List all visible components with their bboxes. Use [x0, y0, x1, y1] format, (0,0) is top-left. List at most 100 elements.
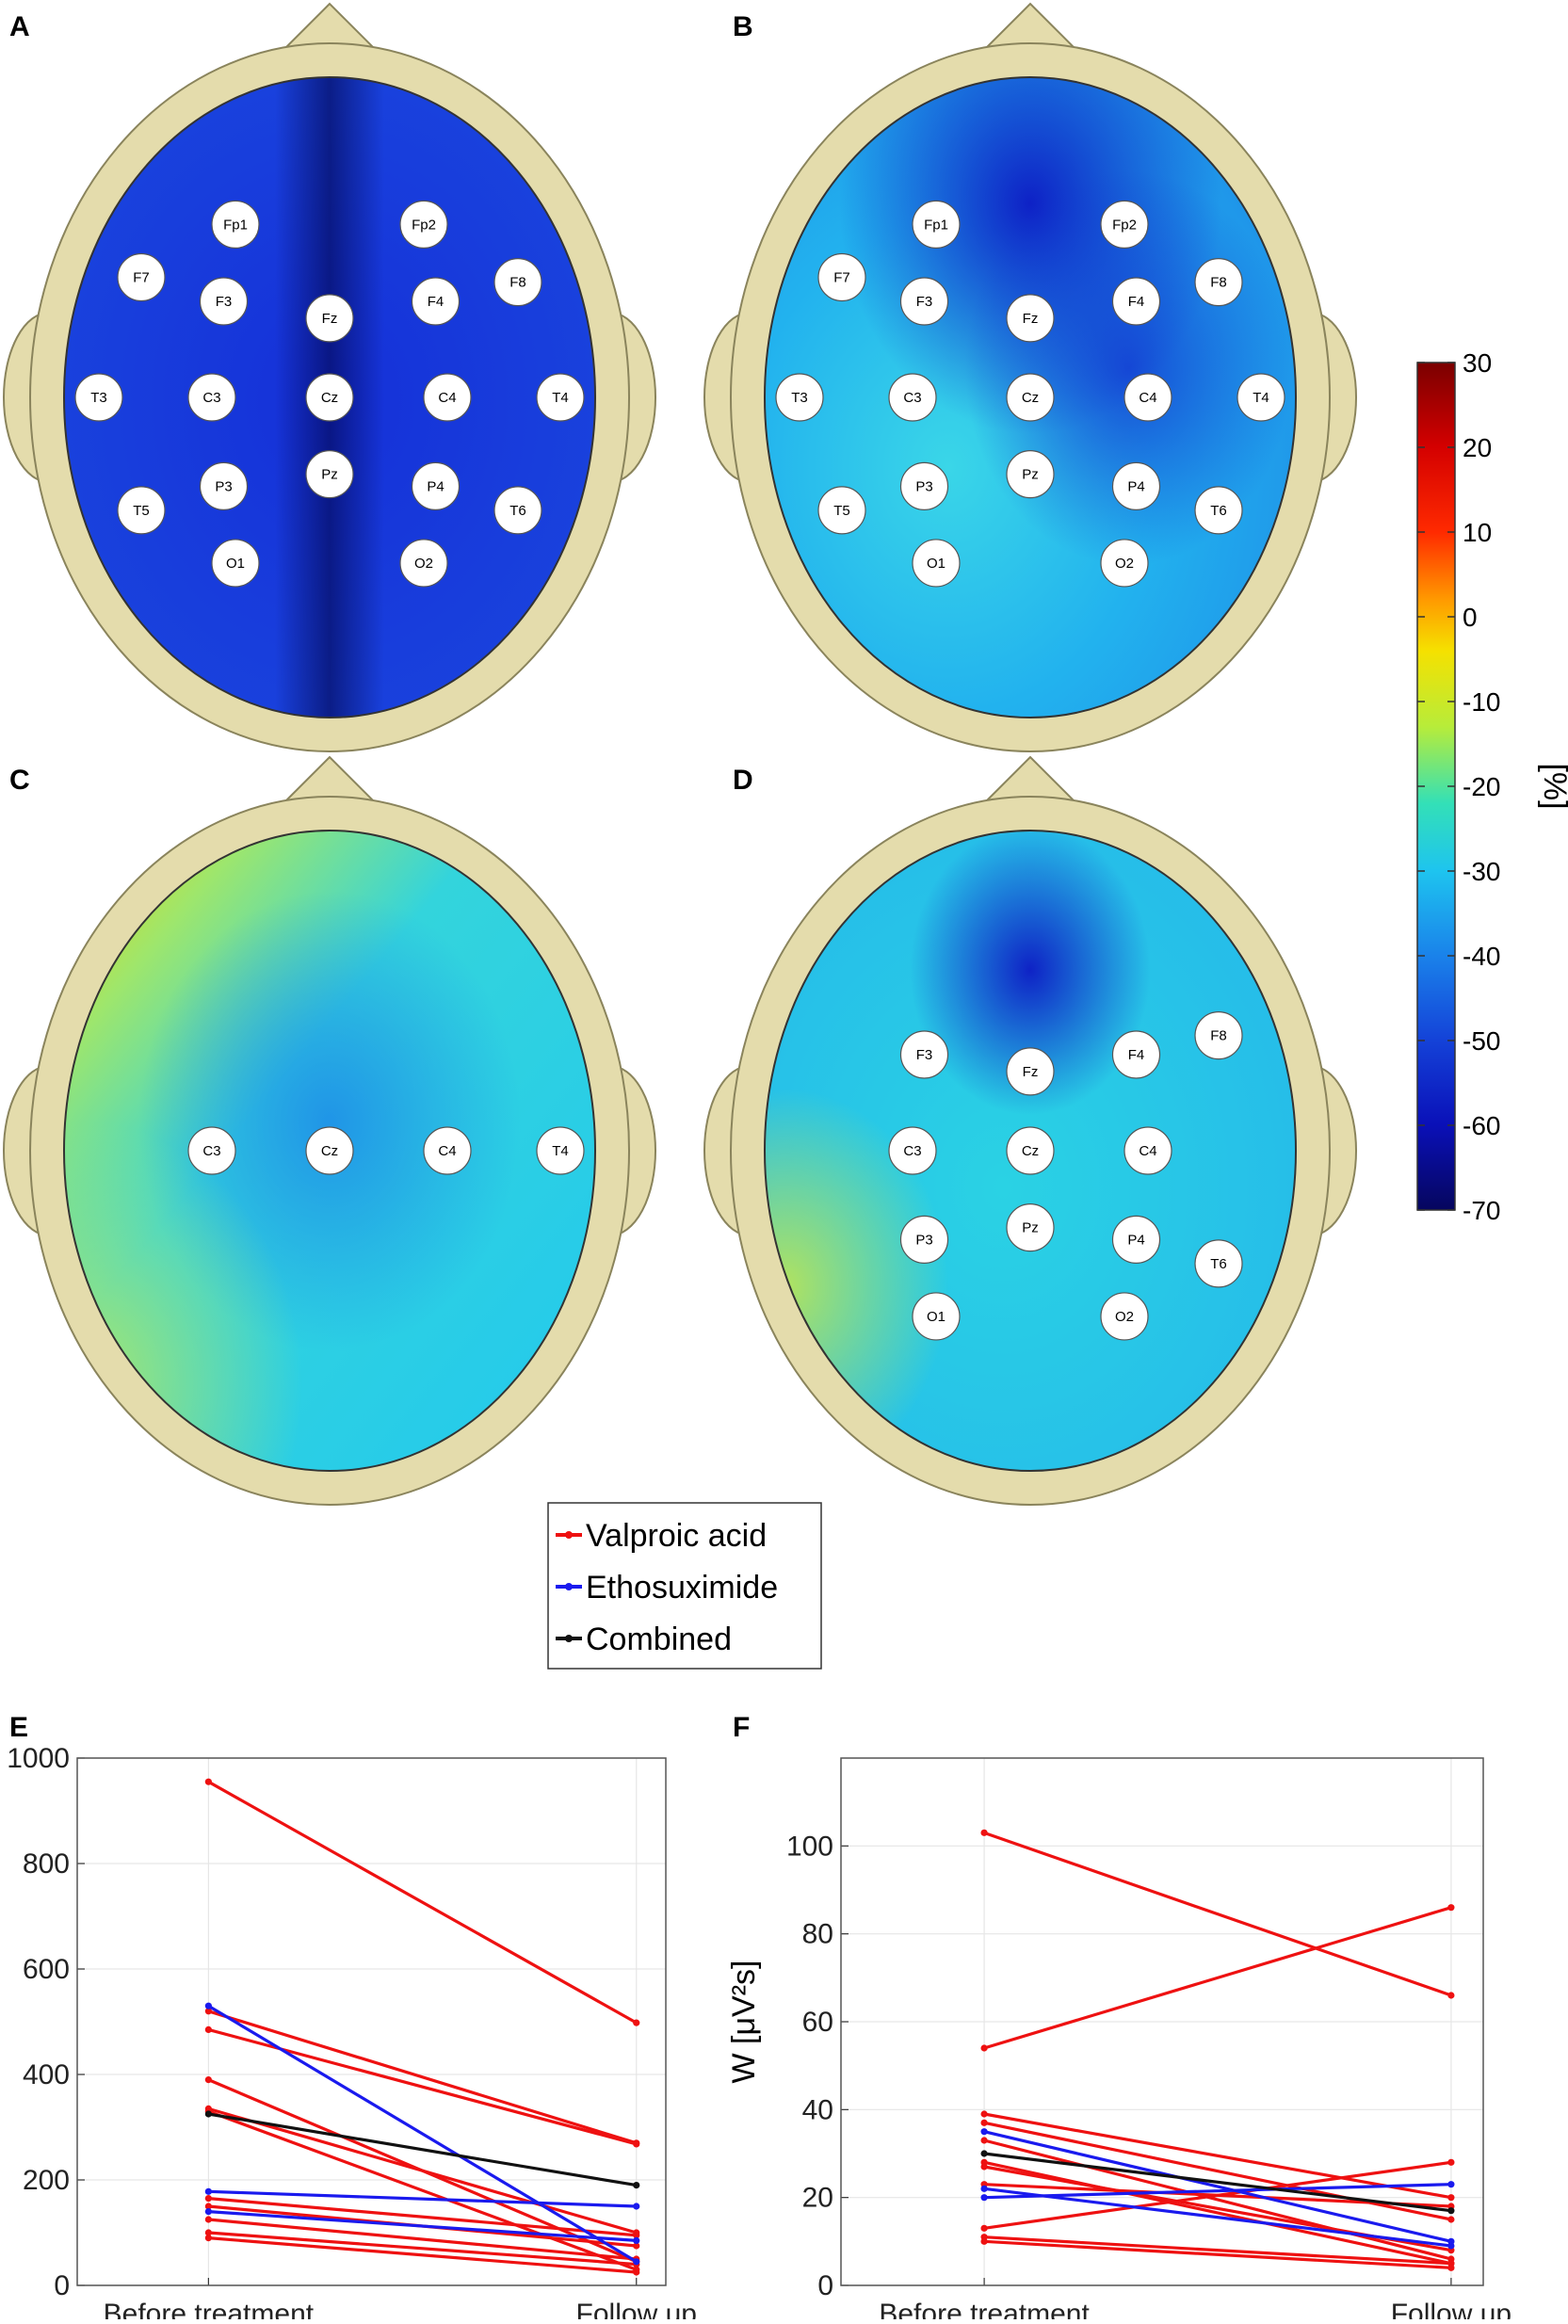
electrode-label: Fz [322, 311, 338, 327]
electrode-label: P3 [915, 478, 932, 494]
electrode-p3: P3 [899, 461, 949, 510]
data-point [980, 2137, 988, 2144]
legend-label-ethosuximide: Ethosuximide [586, 1570, 778, 1606]
y-tick-label: 1000 [7, 1743, 70, 1774]
series-lines [980, 1829, 1455, 2271]
electrode-f8: F8 [493, 258, 542, 307]
electrode-c4: C4 [423, 1126, 472, 1175]
electrode-t3: T3 [74, 373, 123, 422]
data-point [204, 2235, 212, 2242]
topomap-a: Fp1 Fp2 F7 F3 Fz F4 F8 T3 C3 Cz C4 T4 P3 Pz P4 T5 T6 O1 O2 [3, 2, 656, 752]
electrode-f8: F8 [1194, 258, 1243, 307]
data-point [980, 2044, 988, 2052]
series-segment [208, 2218, 637, 2261]
series-segment [983, 2187, 1452, 2248]
electrode-label: C3 [202, 1143, 220, 1159]
electrode-p4: P4 [1111, 1215, 1161, 1264]
topomap-d: F3 Fz F4 F8 C3 Cz C4 P3 Pz P4 T6 O1 O2 [703, 755, 1357, 1506]
electrode-f3: F3 [899, 1030, 949, 1079]
y-tick-label: 40 [802, 2094, 833, 2125]
series-segment [984, 2183, 1451, 2200]
legend-item-combined: Combined [556, 1622, 732, 1657]
line-chart-e: 0 200 400 600 800 1000 Before treatment Follow … [7, 1743, 697, 2324]
y-tick-label: 100 [786, 1831, 833, 1862]
x-tick-label: Before treatment [104, 2299, 315, 2319]
electrode-o2: O2 [1100, 1292, 1149, 1341]
data-point [204, 2229, 212, 2236]
electrode-label: F7 [833, 270, 850, 286]
electrode-label: T5 [133, 503, 150, 519]
series-line-valproic-acid [204, 2235, 640, 2276]
electrode-label: Cz [1022, 1143, 1039, 1159]
electrode-o1: O1 [912, 1292, 961, 1341]
series-segment [207, 2109, 638, 2271]
electrode-f4: F4 [1111, 277, 1161, 326]
series-segment [983, 2152, 1452, 2213]
electrode-t5: T5 [817, 486, 866, 535]
data-point [1447, 2207, 1455, 2215]
electrode-label: P4 [1127, 1232, 1144, 1248]
electrode-c3: C3 [187, 1126, 236, 1175]
series-line-valproic-acid [204, 1778, 640, 2026]
electrode-label: Fz [1023, 311, 1039, 327]
electrode-label: F8 [509, 275, 526, 291]
series-line-valproic-acid [980, 1829, 1455, 1999]
electrode-label: F3 [916, 1047, 933, 1063]
electrode-t5: T5 [117, 486, 166, 535]
series-line-ethosuximide [204, 2187, 640, 2210]
panel-label-e: E [9, 1712, 28, 1743]
series-segment [208, 2231, 637, 2267]
electrode-p4: P4 [1111, 461, 1161, 510]
legend: Valproic acid Ethosuximide Combined [547, 1502, 822, 1670]
panel-label-b: B [733, 11, 753, 42]
electrode-label: Fp1 [223, 217, 248, 233]
data-point [204, 1778, 212, 1785]
series-line-combined [980, 2150, 1455, 2215]
electrode-label: P4 [427, 478, 444, 494]
data-point [1447, 1904, 1455, 1912]
panel-label-d: D [733, 765, 753, 796]
electrode-f8: F8 [1194, 1010, 1243, 1060]
series-segment [208, 2189, 637, 2208]
data-point [980, 2194, 988, 2202]
colorbar-tick-label: 0 [1463, 603, 1478, 632]
electrode-fp1: Fp1 [211, 200, 260, 249]
electrode-t6: T6 [1194, 1239, 1243, 1288]
electrode-label: Fz [1023, 1064, 1039, 1080]
colorbar-tick-label: -30 [1463, 857, 1500, 886]
colorbar-tick-label: 20 [1463, 433, 1492, 462]
data-point [633, 2268, 640, 2276]
electrode-f7: F7 [817, 252, 866, 302]
electrode-label: Fp2 [412, 217, 436, 233]
data-point [633, 2236, 640, 2244]
electrode-f3: F3 [899, 277, 949, 326]
colorbar-tick-label: -60 [1463, 1111, 1500, 1140]
electrode-label: T5 [833, 503, 850, 519]
electrode-label: Pz [321, 467, 338, 483]
electrode-t4: T4 [536, 1126, 585, 1175]
electrode-label: F8 [1210, 1028, 1227, 1044]
data-point [633, 2140, 640, 2148]
electrode-label: P3 [215, 478, 232, 494]
colorbar-tick-label: -50 [1463, 1026, 1500, 1056]
electrode-label: O2 [1115, 1309, 1134, 1325]
electrode-label: P3 [915, 1232, 932, 1248]
electrode-label: F3 [916, 294, 933, 310]
colorbar-tick-label: -20 [1463, 772, 1500, 801]
series-line-ethosuximide [204, 2208, 640, 2244]
electrode-p3: P3 [199, 461, 249, 510]
colorbar: 30 20 10 0 -10 -20 -30 -40 -50 -60 -70 [%] [1416, 348, 1568, 1225]
electrode-f3: F3 [199, 277, 249, 326]
y-tick-label: 80 [802, 1919, 833, 1950]
electrode-c3: C3 [187, 373, 236, 422]
series-segment [208, 2112, 638, 2187]
colorbar-tick-label: -70 [1463, 1196, 1500, 1225]
topomap-c: C3 Cz C4 T4 [3, 755, 656, 1506]
electrode-fp1: Fp1 [912, 200, 961, 249]
electrode-o1: O1 [211, 539, 260, 588]
data-point [980, 1829, 988, 1836]
electrode-p4: P4 [411, 461, 461, 510]
series-segment [983, 2138, 1452, 2261]
topomap-b: Fp1 Fp2 F7 F3 Fz F4 F8 T3 C3 Cz C4 T4 P3 Pz P4 T5 T6 O1 O2 [703, 2, 1357, 752]
electrode-label: Fp1 [924, 217, 948, 233]
